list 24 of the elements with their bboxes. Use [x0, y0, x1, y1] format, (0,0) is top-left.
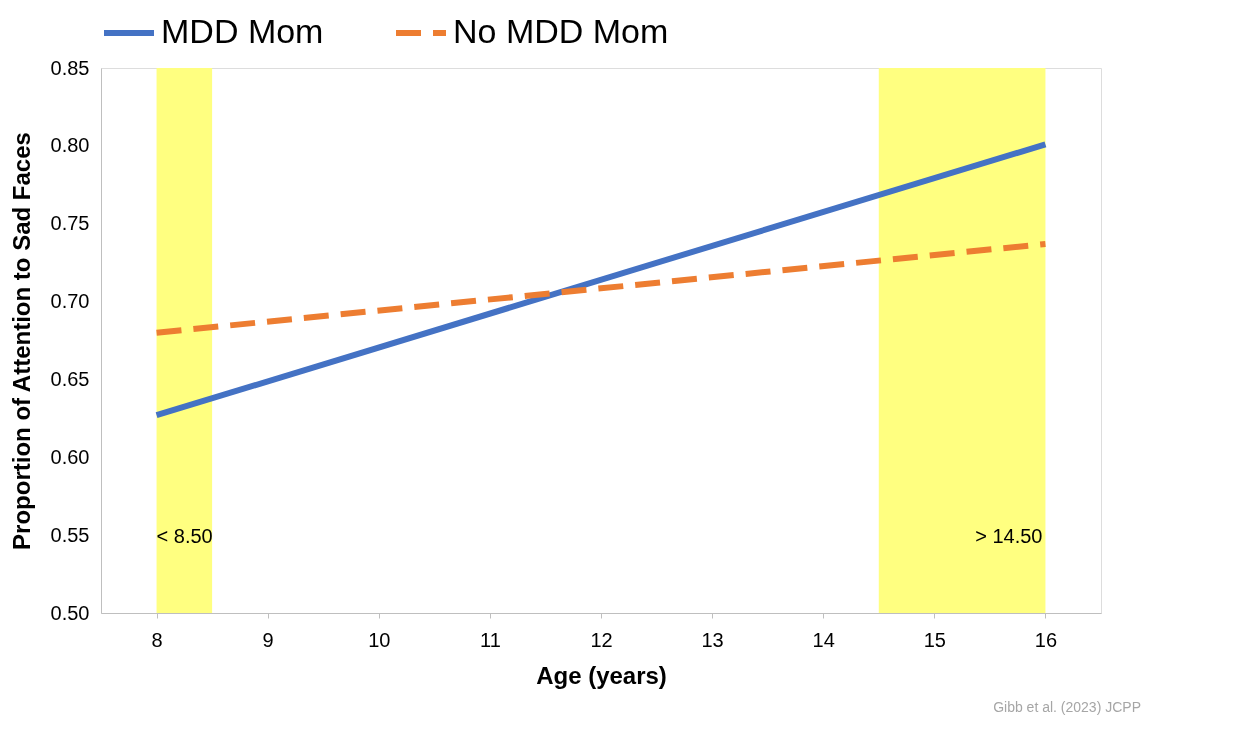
y-tick-label: 0.80: [50, 134, 90, 157]
x-tick-label: 12: [590, 628, 613, 651]
legend-label: No MDD Mom: [453, 12, 669, 50]
text: Gibb et al. (2023) JCPP: [993, 699, 1141, 715]
y-tick-label: 0.75: [50, 212, 90, 235]
x-tick-label: 16: [1034, 628, 1058, 651]
x-tick-label: 9: [262, 628, 274, 651]
x-tick-label: 8: [151, 628, 163, 651]
x-axis-title: Age (years): [536, 661, 667, 689]
y-tick-label: 0.65: [50, 367, 90, 390]
y-tick-label: 0.70: [50, 290, 90, 313]
legend-label: MDD Mom: [161, 12, 324, 50]
y-axis-title: Proportion of Attention to Sad Faces: [7, 132, 35, 550]
y-tick-label: 0.50: [50, 601, 90, 624]
x-tick-label: 13: [701, 628, 724, 651]
y-tick-label: 0.55: [50, 523, 90, 546]
band-label: > 14.50: [975, 524, 1043, 547]
x-tick-label: 11: [480, 628, 501, 651]
y-tick-label: 0.85: [50, 56, 90, 79]
x-tick-label: 10: [368, 628, 391, 651]
x-tick-label: 15: [923, 628, 946, 651]
y-tick-label: 0.60: [50, 445, 90, 468]
band-label: < 8.50: [156, 524, 213, 547]
x-tick-label: 14: [812, 628, 835, 651]
